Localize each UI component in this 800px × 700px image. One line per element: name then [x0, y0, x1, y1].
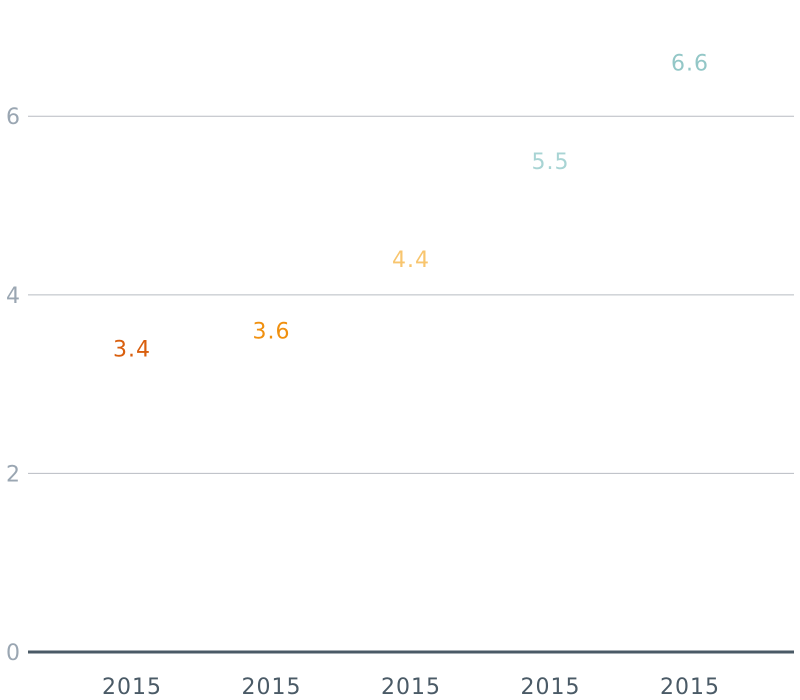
y-tick-label-6: 6 [6, 105, 20, 130]
y-axis: 0 2 4 6 [6, 105, 20, 666]
data-label-0: 3.4 [113, 337, 151, 362]
gridlines [28, 115, 794, 474]
x-tick-label-2: 2015 [381, 675, 441, 700]
y-tick-label-4: 4 [6, 284, 20, 309]
x-tick-label-3: 2015 [521, 675, 581, 700]
data-label-4: 6.6 [671, 52, 709, 77]
x-tick-label-0: 2015 [102, 675, 162, 700]
data-labels: 3.4 3.6 4.4 5.5 6.6 [113, 52, 709, 363]
y-tick-label-2: 2 [6, 462, 20, 487]
data-label-3: 5.5 [532, 150, 570, 175]
x-tick-label-4: 2015 [660, 675, 720, 700]
data-label-2: 4.4 [392, 248, 430, 273]
data-label-1: 3.6 [253, 320, 291, 345]
x-tick-label-1: 2015 [242, 675, 302, 700]
y-tick-label-0: 0 [6, 641, 20, 666]
x-axis: 2015 2015 2015 2015 2015 [102, 675, 720, 700]
